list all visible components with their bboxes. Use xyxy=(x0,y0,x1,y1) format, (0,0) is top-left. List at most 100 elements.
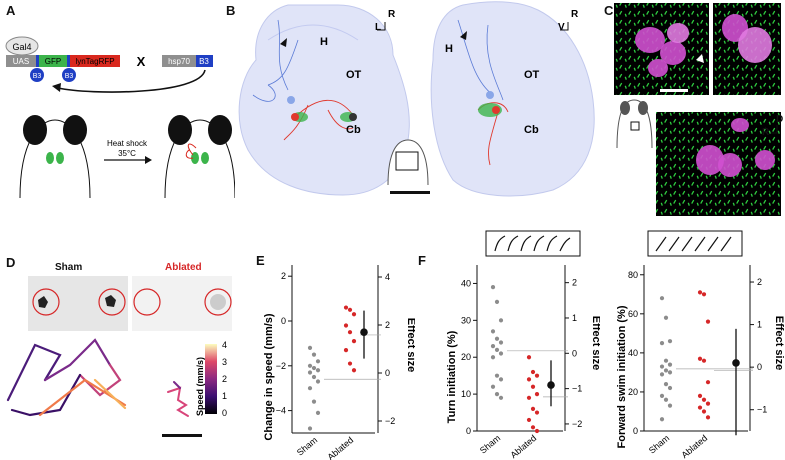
b3-label-2: B3 xyxy=(65,73,74,80)
panel-f-forward-chart: Forward swim initiation (%) Effect size … xyxy=(616,230,785,460)
x-tick-label: Sham xyxy=(478,433,502,456)
turn-bout-glyphs xyxy=(494,235,571,252)
cell-body-7 xyxy=(696,145,724,175)
b3-mark-2 xyxy=(67,55,70,67)
hsp70-box xyxy=(162,55,196,67)
ablated-point xyxy=(351,339,357,344)
uas-label: UAS xyxy=(13,57,29,66)
effect-tick-label: −1 xyxy=(572,384,582,394)
y-tick-label: −2 xyxy=(276,361,286,371)
y-tick-label: 20 xyxy=(461,352,471,362)
colorbar-tick-1: 1 xyxy=(222,391,227,401)
y-tick-label: 40 xyxy=(628,348,638,358)
ablated-point xyxy=(534,392,540,397)
ablated-point xyxy=(347,361,353,366)
sham-point xyxy=(494,392,500,397)
sham-point xyxy=(663,382,669,387)
colorbar-tick-0: 0 xyxy=(222,408,227,418)
sham-point xyxy=(490,329,496,334)
sham-point xyxy=(490,344,496,349)
brain-dorsal-axis-r: R xyxy=(388,9,396,20)
sham-point xyxy=(667,362,673,367)
gal4-label: Gal4 xyxy=(12,42,31,52)
effect-tick-label: 1 xyxy=(757,320,762,330)
effect-tick-label: 4 xyxy=(385,272,390,282)
trajectory-scale-bar xyxy=(162,434,202,437)
ablated-point xyxy=(697,393,703,398)
f-forward-right-label: Effect size xyxy=(773,316,785,370)
trajectory-ablated xyxy=(167,381,189,417)
brain-lateral-axis-v: V xyxy=(558,22,565,33)
forward-bout-inset xyxy=(647,230,743,257)
brain-dorsal-h-label: H xyxy=(320,36,328,48)
sham-point xyxy=(307,345,313,350)
temperature-label: 35°C xyxy=(118,149,136,158)
f-forward-ylabel: Forward swim initiation (%) xyxy=(616,305,628,448)
ablated-ring-2 xyxy=(204,288,232,316)
brain-lateral-axis-r: R xyxy=(571,9,579,20)
sham-point xyxy=(307,363,313,368)
ablated-point xyxy=(701,397,707,402)
sham-point xyxy=(667,403,673,408)
effect-tick-label: 1 xyxy=(572,313,577,323)
y-tick-label: 80 xyxy=(628,270,638,280)
effect-mean xyxy=(547,381,555,389)
brain-lateral-ot-label: OT xyxy=(524,69,540,81)
ablated-point xyxy=(705,415,711,420)
sham-title: Sham xyxy=(55,262,83,273)
arrowhead-marker xyxy=(696,54,704,63)
y-tick-label: 30 xyxy=(461,315,471,325)
ablated-ring-1 xyxy=(133,288,161,316)
effect-tick-label: 2 xyxy=(757,277,762,287)
y-tick-label: 10 xyxy=(461,389,471,399)
cell-body-8 xyxy=(718,153,742,177)
effect-mean xyxy=(360,328,368,336)
cell-body-1 xyxy=(635,27,665,53)
sham-point xyxy=(494,373,500,378)
sham-point xyxy=(663,368,669,373)
ablated-point xyxy=(351,368,357,373)
ablated-point xyxy=(351,312,357,317)
ablated-point xyxy=(343,348,349,353)
colorbar-label: Speed (mm/s) xyxy=(195,357,205,416)
sham-point xyxy=(498,318,504,323)
sham-ring-2 xyxy=(98,288,126,316)
sham-point xyxy=(311,399,317,404)
brain-dorsal-axis-glyph xyxy=(377,22,386,31)
axis-glyph xyxy=(771,125,778,134)
sham-point xyxy=(494,299,500,304)
brain-lateral-view xyxy=(430,1,595,197)
ablated-point xyxy=(534,410,540,415)
panel-d-behavior: 0 1 2 3 4 Speed (mm/s) xyxy=(6,276,232,437)
sham-point xyxy=(490,384,496,389)
brain-dorsal-view xyxy=(238,4,410,196)
sham-point xyxy=(667,370,673,375)
heat-shock-label: Heat shock xyxy=(107,139,148,148)
panel-letter-c: C xyxy=(604,3,614,18)
lyn-label: lynTagRFP xyxy=(75,57,114,66)
y-tick-label: 0 xyxy=(633,426,638,436)
colorbar-tick-4: 4 xyxy=(222,340,227,350)
fish-head-after xyxy=(164,115,235,199)
x-tick-label: Ablated xyxy=(325,435,355,460)
cell-body-2 xyxy=(660,41,686,65)
b3-box xyxy=(196,55,213,67)
sham-point xyxy=(663,397,669,402)
ablated-point xyxy=(697,405,703,410)
sham-point xyxy=(498,351,504,356)
micrograph-scale-bar xyxy=(660,89,688,92)
effect-tick-label: 2 xyxy=(385,320,390,330)
orientation-inset xyxy=(387,139,429,186)
ablated-point xyxy=(701,358,707,363)
sham-point xyxy=(667,339,673,344)
panel-letter-b: B xyxy=(226,3,236,18)
ablated-point xyxy=(343,305,349,310)
sham-point xyxy=(490,285,496,290)
sham-point xyxy=(315,379,321,384)
ablated-point xyxy=(705,380,711,385)
gfp-label: GFP xyxy=(45,57,61,66)
axis-r-label: R xyxy=(762,127,770,138)
brain-lateral-axis-glyph xyxy=(560,22,569,31)
ablated-point xyxy=(530,384,536,389)
y-tick-label: 2 xyxy=(281,271,286,281)
